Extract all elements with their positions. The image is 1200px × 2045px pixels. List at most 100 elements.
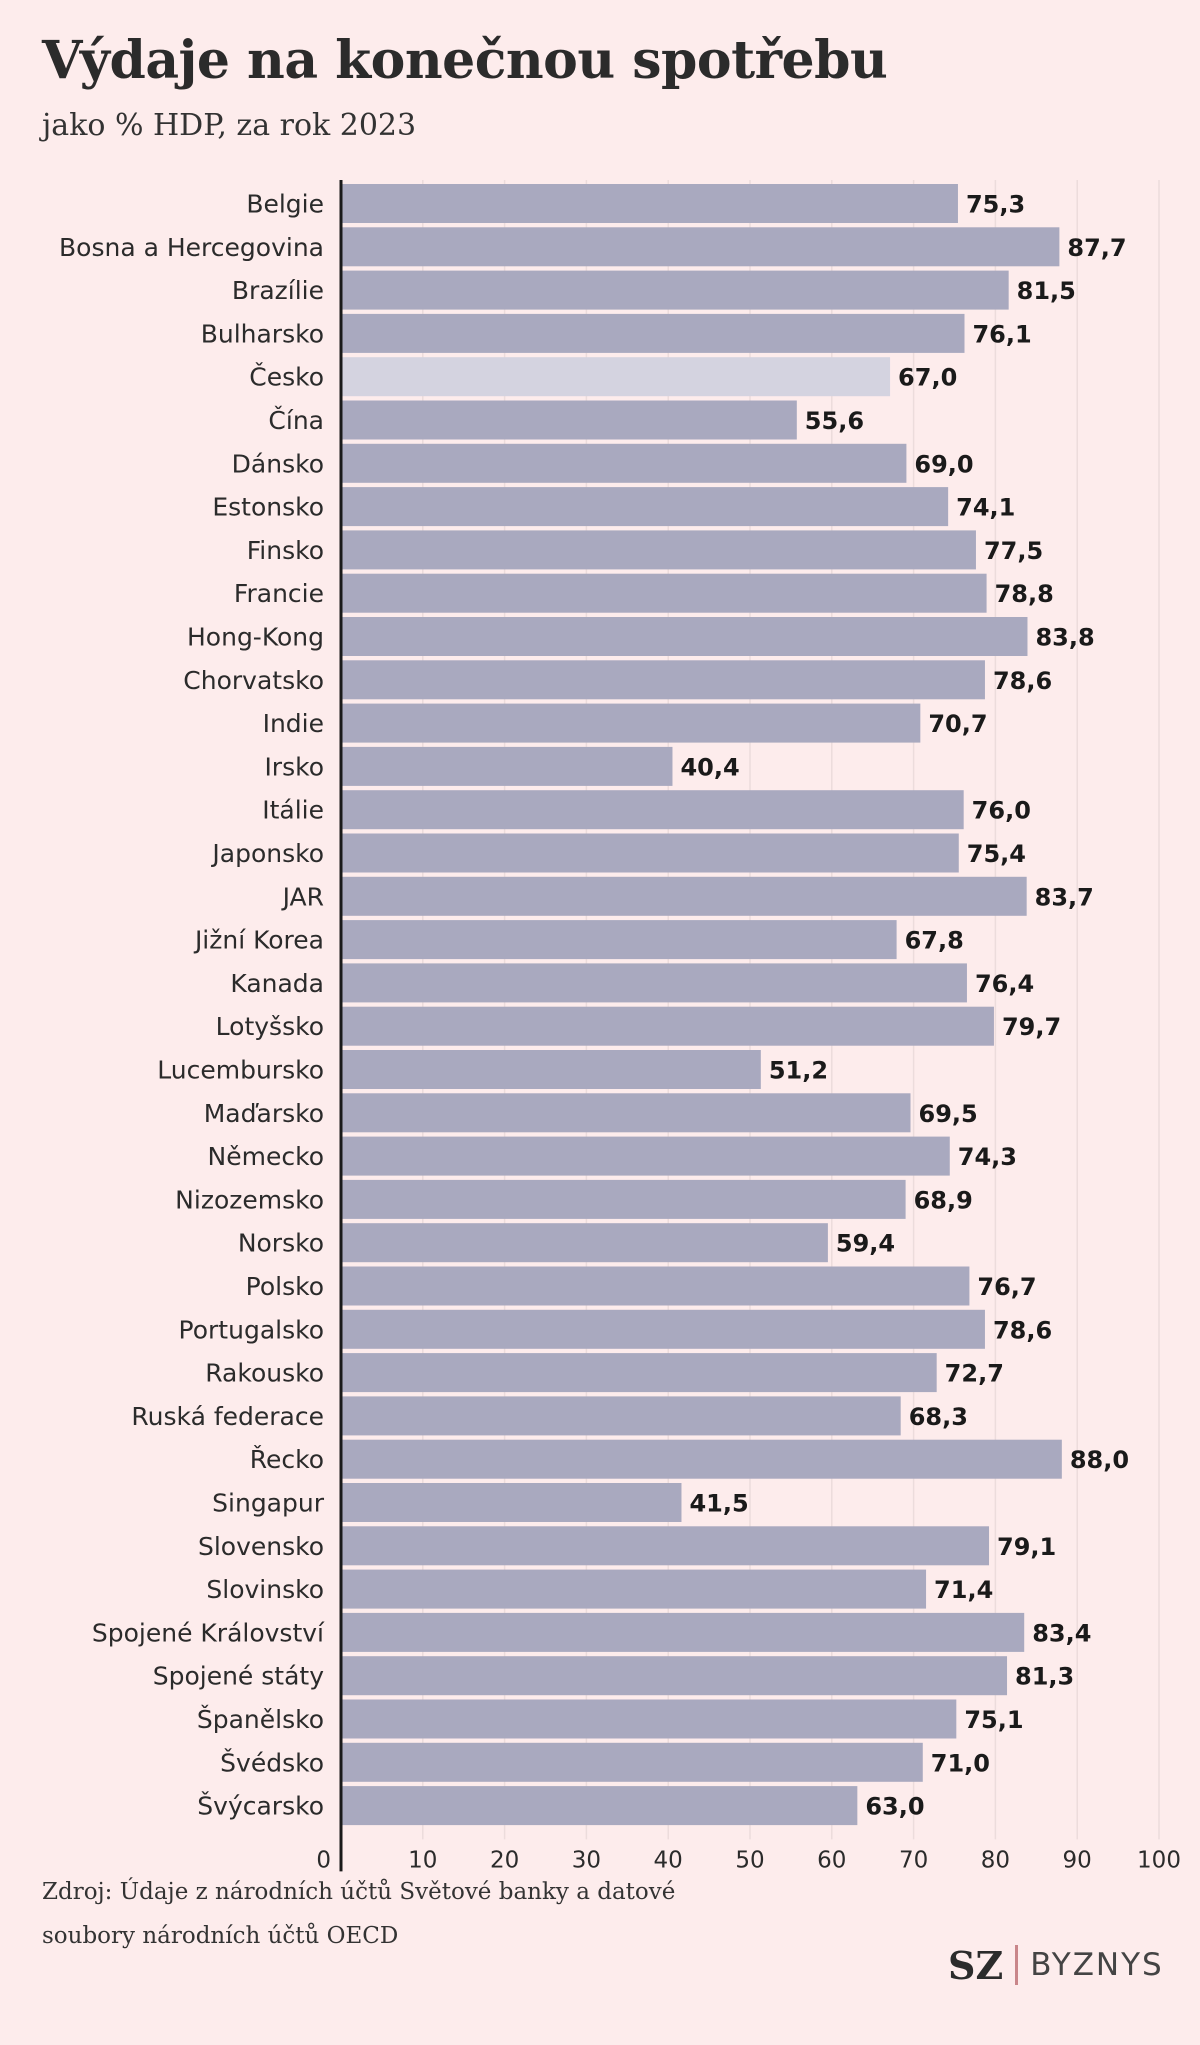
bar-26 [342,1309,985,1349]
value-label: 40,4 [680,753,739,781]
category-label: Kanada [230,969,324,998]
value-label: 83,8 [1035,624,1094,652]
value-label: 76,0 [972,797,1031,825]
value-label: 78,8 [995,580,1054,608]
category-label: Brazílie [232,276,324,305]
value-label: 88,0 [1070,1446,1129,1474]
category-label: Belgie [246,190,324,219]
bar-34 [342,1656,1008,1696]
x-tick-label: 20 [490,1847,519,1873]
category-label: Singapur [212,1489,325,1518]
category-label: Ruská federace [131,1402,324,1431]
category-label: Německo [208,1142,324,1171]
value-label: 69,5 [919,1100,978,1128]
value-label: 87,7 [1067,234,1126,262]
value-label: 83,7 [1035,883,1094,911]
category-label: Dánsko [232,449,324,478]
category-label: Irsko [264,752,324,781]
bar-27 [342,1353,937,1393]
value-label: 81,3 [1015,1663,1074,1691]
value-label: 67,0 [898,364,957,392]
category-label: Itálie [262,796,324,825]
logo-separator [1015,1945,1019,1985]
value-label: 79,7 [1002,1013,1061,1041]
x-tick-label: 40 [654,1847,683,1873]
x-tick-label: 0 [316,1847,331,1873]
bar-24 [342,1223,828,1263]
value-label: 67,8 [905,927,964,955]
value-label: 76,1 [972,320,1031,348]
category-label: Chorvatsko [183,666,324,695]
bar-11 [342,660,985,700]
bar-29 [342,1439,1062,1479]
value-label: 79,1 [997,1533,1056,1561]
category-label: Japonsko [210,839,324,868]
category-label: Francie [234,579,324,608]
value-label: 70,7 [928,710,987,738]
bar-6 [342,443,907,483]
publisher-logo: SZ BYZNYS [948,1940,1164,1990]
value-label: 75,3 [966,191,1025,219]
bar-14 [342,790,964,830]
category-label: Maďarsko [204,1099,324,1128]
category-label: Švýcarsko [197,1791,324,1821]
value-label: 76,4 [975,970,1034,998]
category-label: Finsko [247,536,324,565]
value-label: 75,1 [964,1706,1023,1734]
bar-30 [342,1483,682,1522]
category-label: Polsko [246,1272,324,1301]
bar-21 [342,1093,911,1133]
value-label: 69,0 [914,450,973,478]
bar-12 [342,703,921,743]
value-label: 75,4 [967,840,1026,868]
value-label: 78,6 [993,1316,1052,1344]
bar-22 [342,1136,950,1176]
bar-33 [342,1612,1025,1652]
bar-36 [342,1742,923,1782]
category-label: Portugalsko [179,1315,324,1344]
value-label: 41,5 [689,1490,748,1518]
bar-25 [342,1266,970,1306]
bar-23 [342,1179,906,1219]
bar-13 [342,746,673,786]
value-label: 71,0 [931,1749,990,1777]
category-label: Indie [263,709,324,738]
x-tick-label: 100 [1137,1847,1181,1873]
bar-17 [342,920,897,960]
value-label: 78,6 [993,667,1052,695]
value-label: 68,3 [909,1403,968,1431]
category-label: Hong-Kong [187,623,324,652]
category-label: Jižní Korea [193,926,324,955]
category-label: Španělsko [197,1704,324,1734]
x-tick-label: 10 [408,1847,437,1873]
value-label: 51,2 [769,1057,828,1085]
category-label: Řecko [250,1445,324,1474]
category-label: Estonsko [212,493,324,522]
bar-37 [342,1786,858,1826]
bar-16 [342,876,1027,916]
category-label: Spojené Království [92,1618,325,1647]
source-line-1: Zdroj: Údaje z národních účtů Světové ba… [42,1879,676,1905]
value-label: 59,4 [836,1230,895,1258]
bar-1 [342,227,1060,267]
bar-32 [342,1569,927,1609]
category-label: Nizozemsko [175,1185,324,1214]
logo-sz: SZ [948,1942,1004,1988]
category-label: Bosna a Hercegovina [59,233,324,262]
bar-4 [342,357,891,397]
x-tick-label: 30 [572,1847,601,1873]
bar-18 [342,963,967,1003]
value-label: 72,7 [945,1360,1004,1388]
bar-3 [342,313,965,353]
value-label: 77,5 [984,537,1043,565]
category-label: Bulharsko [201,319,324,348]
value-label: 76,7 [977,1273,1036,1301]
x-tick-label: 60 [817,1847,846,1873]
value-label: 68,9 [914,1186,973,1214]
value-label: 74,1 [956,494,1015,522]
chart-title: Výdaje na konečnou spotřebu [42,30,888,91]
bar-35 [342,1699,957,1739]
value-label: 74,3 [958,1143,1017,1171]
bar-0 [342,184,958,223]
category-label: Norsko [238,1229,324,1258]
